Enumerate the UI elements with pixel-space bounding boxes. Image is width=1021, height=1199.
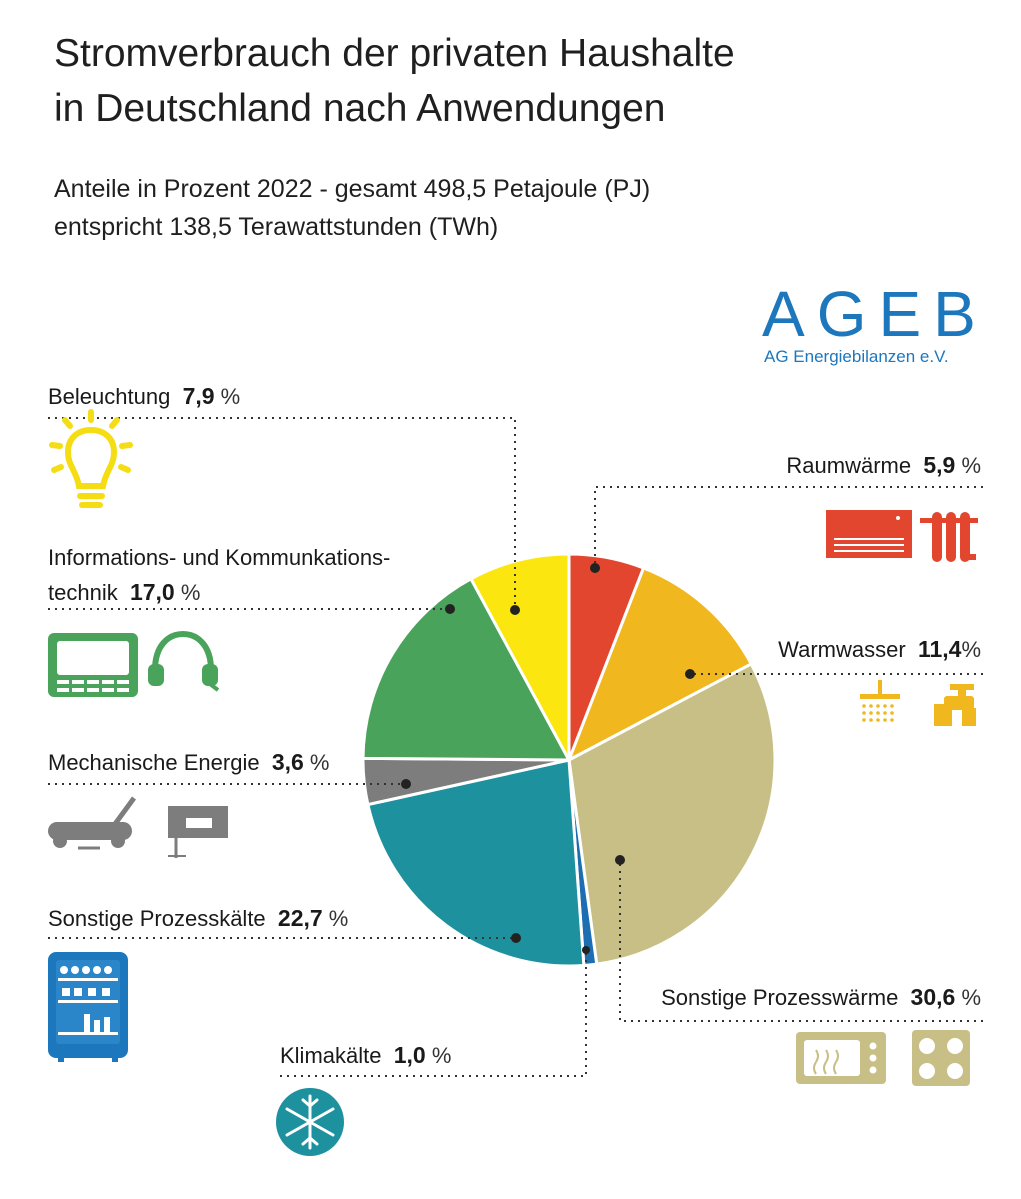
pie-slices <box>361 552 777 968</box>
title-line-2: in Deutschland nach Anwendungen <box>54 87 666 130</box>
dot-prozesskaelte <box>511 933 521 943</box>
label-prozesskaelte: Sonstige Prozesskälte 22,7 % <box>48 905 349 931</box>
dot-raumwaerme <box>590 563 600 573</box>
headphones-icon <box>148 630 220 692</box>
monitor-icon <box>48 633 138 697</box>
subtitle-line-1: Anteile in Prozent 2022 - gesamt 498,5 P… <box>54 175 651 203</box>
title-line-1: Stromverbrauch der privaten Haushalte <box>54 32 735 75</box>
leader-lines <box>48 417 983 1077</box>
ageb-logo: AGEB <box>762 278 988 350</box>
pie-slice-warmwasser <box>567 566 753 762</box>
microwave-icon <box>796 1032 886 1084</box>
dot-prozesswaerme <box>615 855 625 865</box>
leader-klimakaelte <box>280 950 587 1077</box>
dot-ikt <box>445 604 455 614</box>
page-title: Stromverbrauch der privaten Haushalte in… <box>54 26 735 136</box>
label-klimakaelte: Klimakälte 1,0 % <box>280 1042 452 1068</box>
label-mechanisch: Mechanische Energie 3,6 % <box>48 749 330 775</box>
refrigerator-icon <box>48 952 128 1062</box>
light-bulb-icon <box>49 409 133 508</box>
label-beleuchtung: Beleuchtung 7,9 % <box>48 383 241 409</box>
dot-beleuchtung <box>510 605 520 615</box>
label-ikt: Informations- und Kommunkations- technik… <box>48 545 391 605</box>
label-prozesswaerme: Sonstige Prozesswärme 30,6 % <box>661 984 981 1010</box>
leader-dots <box>401 563 695 954</box>
leader-beleuchtung <box>48 417 516 610</box>
pie-slice-prozesswaerme <box>567 662 777 966</box>
faucet-icon <box>934 684 976 726</box>
subtitle-line-2: entspricht 138,5 Terawattstunden (TWh) <box>54 213 499 241</box>
label-warmwasser: Warmwasser 11,4% <box>778 636 981 662</box>
leader-prozesswaerme <box>619 860 983 1022</box>
subtitle: Anteile in Prozent 2022 - gesamt 498,5 P… <box>54 170 650 246</box>
pie-slice-prozesskaelte <box>366 758 586 968</box>
leader-raumwaerme <box>594 486 983 568</box>
dot-klimakaelte <box>582 946 590 954</box>
jigsaw-icon <box>168 806 228 858</box>
air-conditioner-icon <box>826 510 912 558</box>
shower-icon <box>860 680 900 722</box>
snowflake-icon <box>276 1088 344 1156</box>
ageb-logo-subtitle: AG Energiebilanzen e.V. <box>764 347 949 366</box>
pie-slice-ikt <box>361 577 571 762</box>
dot-warmwasser <box>685 669 695 679</box>
pie-slice-beleuchtung <box>469 552 571 762</box>
stove-icon <box>912 1030 970 1086</box>
radiator-icon <box>920 512 978 562</box>
lawn-mower-icon <box>48 796 137 850</box>
label-raumwaerme: Raumwärme 5,9 % <box>786 452 981 478</box>
dot-mechanisch <box>401 779 411 789</box>
